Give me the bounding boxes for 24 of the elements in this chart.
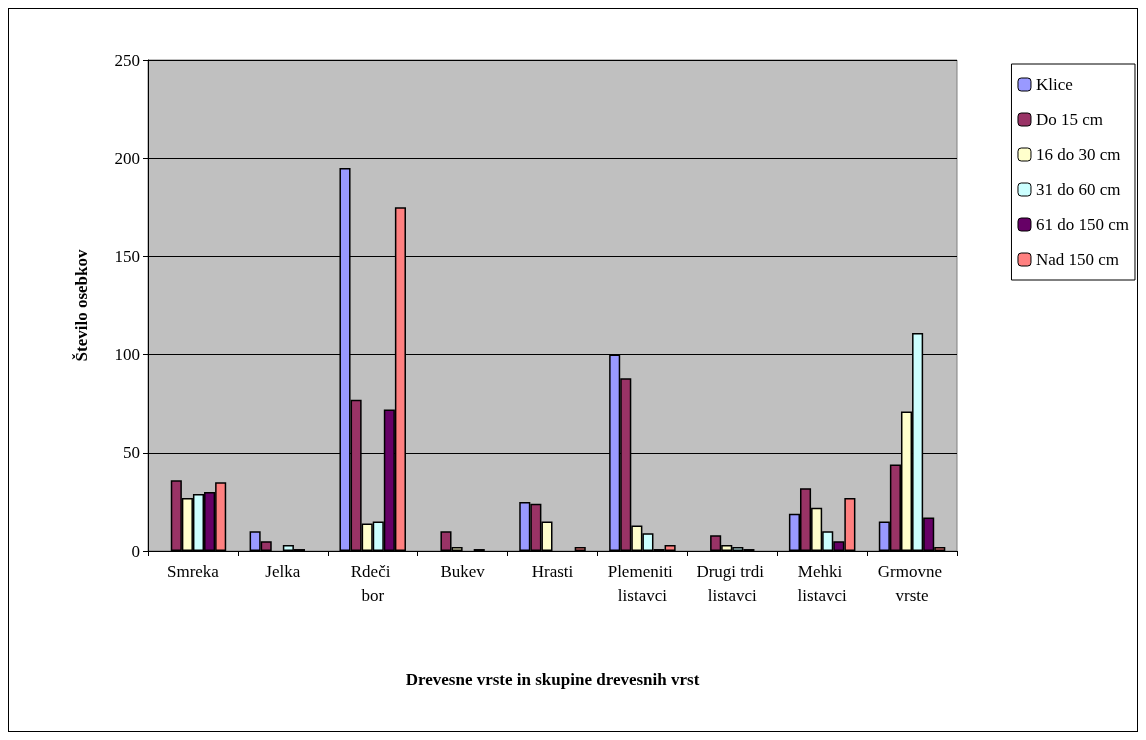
y-tick-label: 200 (114, 148, 140, 168)
y-tick-label: 250 (114, 50, 140, 70)
y-tick-label: 150 (114, 246, 140, 266)
x-tick-label: Bukev (440, 561, 486, 581)
x-axis-title: Drevesne vrste in skupine drevesnih vrst (405, 670, 700, 689)
x-tick-label: Grmovne vrste (877, 561, 947, 605)
x-tick-label: Jelka (265, 561, 301, 581)
x-tick-label: Plemeniti listavci (607, 561, 678, 605)
legend-label: 61 do 150 cm (1035, 215, 1130, 234)
x-tick-label: Drugi trdi listavci (696, 561, 769, 605)
x-tick-label: Rdeči bor (350, 561, 395, 605)
bar (574, 547, 586, 551)
legend-label: Klice (1035, 75, 1073, 94)
y-tick-label: 0 (131, 541, 140, 561)
legend-label: 31 do 60 cm (1035, 180, 1121, 199)
y-axis-title: Število osebkov (72, 249, 91, 362)
legend-label: Nad 150 cm (1035, 250, 1120, 269)
x-tick-label: Hrasti (531, 561, 574, 581)
legend-label: Do 15 cm (1035, 110, 1104, 129)
x-tick-label: Mehki listavci (797, 561, 847, 605)
y-tick-label: 100 (114, 345, 140, 365)
y-tick-label: 50 (123, 443, 140, 463)
legend-label: 16 do 30 cm (1035, 145, 1121, 164)
x-tick-label: Smreka (166, 561, 220, 581)
